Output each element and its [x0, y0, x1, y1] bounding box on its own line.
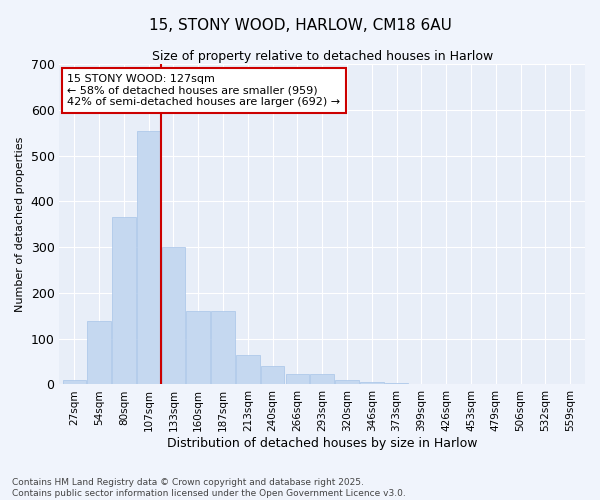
Title: Size of property relative to detached houses in Harlow: Size of property relative to detached ho… — [152, 50, 493, 63]
X-axis label: Distribution of detached houses by size in Harlow: Distribution of detached houses by size … — [167, 437, 478, 450]
Bar — [187, 311, 210, 384]
Bar — [335, 380, 359, 384]
Text: 15, STONY WOOD, HARLOW, CM18 6AU: 15, STONY WOOD, HARLOW, CM18 6AU — [149, 18, 451, 32]
Bar — [261, 366, 284, 384]
Bar — [112, 218, 136, 384]
Bar — [161, 247, 185, 384]
Bar — [62, 380, 86, 384]
Bar — [88, 322, 111, 384]
Bar — [211, 311, 235, 384]
Bar — [310, 374, 334, 384]
Text: 15 STONY WOOD: 127sqm
← 58% of detached houses are smaller (959)
42% of semi-det: 15 STONY WOOD: 127sqm ← 58% of detached … — [67, 74, 340, 107]
Y-axis label: Number of detached properties: Number of detached properties — [15, 136, 25, 312]
Bar — [236, 354, 260, 384]
Bar — [137, 130, 160, 384]
Bar — [286, 374, 309, 384]
Text: Contains HM Land Registry data © Crown copyright and database right 2025.
Contai: Contains HM Land Registry data © Crown c… — [12, 478, 406, 498]
Bar — [385, 383, 409, 384]
Bar — [360, 382, 383, 384]
